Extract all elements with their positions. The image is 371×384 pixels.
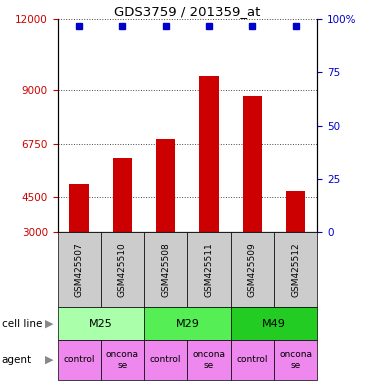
Text: GSM425508: GSM425508 [161, 242, 170, 297]
Bar [58, 307, 144, 340]
Bar [101, 340, 144, 380]
Text: control: control [150, 356, 181, 364]
Bar [231, 307, 317, 340]
Bar [274, 340, 317, 380]
Bar [58, 232, 101, 307]
Text: control: control [63, 356, 95, 364]
Text: GSM425507: GSM425507 [75, 242, 83, 297]
Bar [187, 340, 231, 380]
Text: agent: agent [2, 355, 32, 365]
Bar [144, 232, 187, 307]
Bar [274, 232, 317, 307]
Bar [187, 232, 231, 307]
Text: control: control [237, 356, 268, 364]
Bar [231, 232, 274, 307]
Bar [199, 76, 219, 232]
Bar [286, 191, 305, 232]
Bar [144, 307, 231, 340]
Text: oncona
se: oncona se [279, 350, 312, 370]
Text: M25: M25 [89, 318, 113, 329]
Text: oncona
se: oncona se [193, 350, 226, 370]
Bar [69, 184, 89, 232]
Text: cell line: cell line [2, 318, 42, 329]
Bar [101, 232, 144, 307]
Text: GSM425511: GSM425511 [204, 242, 213, 297]
Title: GDS3759 / 201359_at: GDS3759 / 201359_at [114, 5, 260, 18]
Text: oncona
se: oncona se [106, 350, 139, 370]
Text: GSM425509: GSM425509 [248, 242, 257, 297]
Bar [58, 340, 101, 380]
Bar [113, 158, 132, 232]
Text: ▶: ▶ [45, 318, 54, 329]
Text: GSM425512: GSM425512 [291, 242, 300, 297]
Bar [243, 96, 262, 232]
Bar [156, 139, 175, 232]
Bar [144, 340, 187, 380]
Text: M29: M29 [175, 318, 199, 329]
Bar [231, 340, 274, 380]
Text: GSM425510: GSM425510 [118, 242, 127, 297]
Text: M49: M49 [262, 318, 286, 329]
Text: ▶: ▶ [45, 355, 54, 365]
